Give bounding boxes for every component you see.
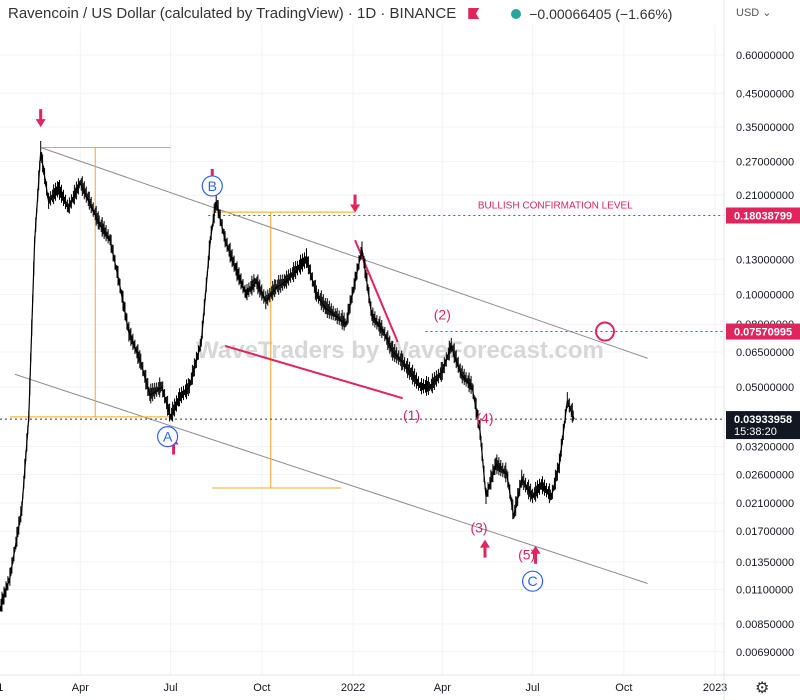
x-tick-label: 2023	[703, 682, 727, 694]
y-tick-label: 0.35000000	[736, 122, 794, 134]
y-tick-label: 0.03200000	[736, 442, 794, 454]
x-tick-label: Apr	[72, 682, 89, 694]
price-label: 0.03933958	[734, 414, 792, 426]
down-arrow-icon	[35, 109, 46, 128]
y-tick-label: 0.10000000	[736, 289, 794, 301]
chevron-down-icon: ⌄	[762, 7, 772, 19]
countdown-label: 15:38:20	[734, 426, 777, 438]
breakout-circle	[594, 321, 615, 342]
flag-icon[interactable]	[468, 8, 480, 19]
wave-labels: A B C (1) (2) (3) (4) (5)	[157, 175, 544, 592]
wave-circle	[201, 175, 223, 197]
down-arrow-icon	[350, 194, 361, 213]
wave-circle	[157, 426, 179, 448]
currency-label: USD	[736, 7, 760, 19]
price-series	[0, 141, 575, 612]
y-tick-label: 0.13000000	[736, 254, 794, 266]
price-label-bg	[726, 323, 800, 340]
y-tick-label: 0.01700000	[736, 526, 794, 538]
wave-text: (1)	[403, 407, 420, 423]
x-tick-label: Jul	[526, 682, 540, 694]
wave-text: (3)	[470, 519, 487, 535]
price-line	[0, 151, 575, 610]
wave-label: (5)	[518, 546, 535, 562]
y-tick-label: 0.60000000	[736, 50, 794, 62]
y-tick-label: 0.01100000	[736, 584, 793, 596]
wave-label: A	[157, 426, 179, 448]
wave-trendline	[354, 239, 399, 343]
wave-label: (3)	[470, 519, 487, 535]
y-tick-label: 0.00850000	[736, 619, 794, 631]
analysis-overlay: BULLISH CONFIRMATION LEVEL	[0, 109, 724, 584]
currency-selector[interactable]: USD ⌄	[736, 6, 772, 19]
wave-label: C	[521, 570, 544, 592]
x-tick-label: Jul	[164, 682, 178, 694]
up-arrow-icon	[479, 539, 490, 558]
y-tick-label: 0.27000000	[736, 157, 794, 169]
x-tick-label: Oct	[253, 682, 270, 694]
annotation-label: BULLISH CONFIRMATION LEVEL	[478, 200, 633, 211]
wave-text: (2)	[434, 307, 451, 323]
y-tick-label: 0.45000000	[736, 88, 794, 100]
wave-trendline	[224, 344, 403, 400]
wave-label: (4)	[476, 410, 493, 426]
wave-text: (4)	[476, 410, 493, 426]
arrow-head	[350, 204, 361, 213]
y-tick-label: 0.00690000	[736, 647, 794, 659]
channel-lower-line	[14, 373, 648, 584]
price-change: −0.00066405 (−1.66%)	[529, 5, 673, 22]
up-arrow-icon	[530, 545, 541, 564]
wave-label: (1)	[403, 407, 420, 423]
x-axis: 2021 Apr Jul Oct 2022 Apr Jul Oct 2023	[0, 674, 800, 694]
x-tick-label: 2021	[0, 682, 3, 694]
arrow-head	[530, 545, 541, 554]
arrow-head	[35, 119, 46, 128]
y-tick-label: 0.02600000	[736, 469, 794, 481]
symbol-title[interactable]: Ravencoin / US Dollar (calculated by Tra…	[8, 5, 457, 22]
y-tick-label: 0.02100000	[736, 498, 794, 510]
y-axis[interactable]: 0.60000000 0.45000000 0.35000000 0.27000000…	[723, 0, 800, 700]
price-label: 0.07570995	[734, 327, 792, 339]
wave-label: B	[201, 175, 223, 197]
y-tick-label: 0.05000000	[736, 382, 794, 394]
channel-upper-line	[40, 147, 648, 359]
wave-text: B	[208, 178, 217, 194]
wave-label: (2)	[434, 307, 451, 323]
y-tick-label: 0.01350000	[736, 557, 794, 569]
status-dot-icon	[511, 8, 522, 19]
wave-text: A	[163, 429, 173, 445]
wave-text: (5)	[518, 546, 535, 562]
price-label-bg	[726, 411, 800, 440]
x-tick-label: 2022	[341, 682, 365, 694]
y-tick-label: 0.21000000	[736, 190, 794, 202]
gear-icon[interactable]: ⚙	[755, 680, 770, 697]
arrow-head	[479, 539, 490, 548]
wave-circle	[521, 570, 544, 592]
x-tick-label: Oct	[615, 682, 632, 694]
y-tick-label: 0.06500000	[736, 347, 794, 359]
price-label-bg	[726, 207, 800, 224]
price-label: 0.18038799	[734, 210, 792, 222]
wave-text: C	[528, 573, 538, 589]
x-tick-label: Apr	[434, 682, 451, 694]
symbol-header[interactable]: Ravencoin / US Dollar (calculated by Tra…	[8, 5, 672, 22]
